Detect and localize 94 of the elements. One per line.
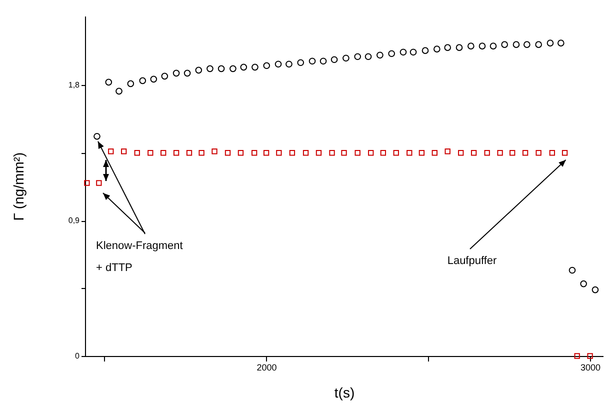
point [94, 132, 100, 140]
point [150, 76, 158, 83]
point [320, 58, 327, 65]
point [341, 150, 347, 156]
x-tick-label: 2000 [256, 362, 277, 372]
point [134, 150, 140, 156]
point [186, 150, 192, 156]
point [524, 41, 530, 48]
y-tick-label: 1,8 [68, 80, 80, 90]
point [329, 150, 335, 156]
y-axis-title: Γ (ng/mm²) [10, 152, 26, 221]
point [406, 150, 412, 156]
point [380, 150, 386, 156]
point [330, 56, 338, 64]
point [342, 54, 350, 62]
point [522, 150, 528, 156]
point [121, 148, 127, 154]
point [470, 150, 477, 156]
point [558, 40, 564, 46]
point [444, 44, 452, 51]
point [546, 40, 554, 46]
point [195, 66, 202, 74]
point [354, 150, 360, 156]
point [96, 180, 102, 186]
y-tick-label: 0 [75, 352, 80, 360]
point [184, 70, 191, 77]
point [467, 42, 474, 50]
point [286, 60, 292, 68]
point [478, 42, 486, 50]
point [434, 46, 440, 53]
point [289, 150, 296, 156]
point [512, 41, 520, 48]
point [297, 59, 304, 66]
point [105, 78, 112, 86]
point [580, 280, 587, 288]
point [484, 150, 490, 156]
point [549, 150, 556, 156]
point [160, 150, 166, 156]
point [592, 286, 599, 294]
point [108, 148, 114, 154]
point [458, 150, 464, 156]
point [218, 65, 225, 72]
point [535, 41, 542, 48]
point [127, 80, 134, 88]
point [240, 64, 248, 71]
point [444, 148, 450, 154]
y-tick-label: 0,9 [68, 216, 80, 226]
point [302, 150, 309, 156]
point [172, 70, 180, 77]
point [400, 48, 407, 56]
point [562, 150, 568, 156]
point [173, 150, 180, 156]
point [316, 150, 322, 156]
point [368, 150, 374, 156]
point [510, 150, 516, 156]
point [490, 42, 497, 50]
point [497, 150, 503, 156]
point [364, 53, 372, 60]
point [263, 62, 270, 70]
point [388, 50, 396, 58]
point [139, 77, 146, 84]
point [84, 180, 90, 186]
x-axis-title: t(s) [334, 384, 355, 400]
point [354, 53, 362, 60]
point [224, 150, 231, 156]
annotation: Klenow-Fragment + dTTP [96, 240, 183, 274]
point [274, 60, 282, 68]
point [456, 44, 463, 51]
point [587, 353, 593, 359]
point [230, 65, 236, 72]
point [251, 150, 258, 156]
point [568, 266, 576, 274]
point [308, 58, 316, 65]
point [432, 150, 438, 156]
point [501, 41, 508, 48]
point [161, 72, 168, 80]
point [198, 150, 204, 156]
x-tick-label: 3000 [580, 362, 601, 372]
point [418, 150, 425, 156]
point [252, 64, 258, 71]
point [422, 47, 429, 54]
point [276, 150, 282, 156]
point [263, 150, 270, 156]
point [238, 150, 244, 156]
point [212, 148, 218, 154]
point [206, 65, 214, 72]
point [376, 52, 384, 59]
point [536, 150, 542, 156]
point [574, 353, 580, 359]
annotation: Laufpuffer [447, 255, 498, 267]
point [410, 48, 417, 56]
point [148, 150, 154, 156]
point [393, 150, 399, 156]
point [116, 88, 122, 95]
